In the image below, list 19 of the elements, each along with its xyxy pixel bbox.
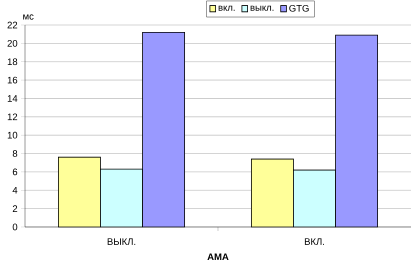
y-tick-label: 10 xyxy=(8,132,18,139)
legend-label: GTG xyxy=(289,4,309,12)
y-tick-label: 20 xyxy=(8,40,18,47)
y-tick-label: 14 xyxy=(8,95,18,102)
y-tick-label: 0 xyxy=(12,224,18,230)
y-tick-label: 22 xyxy=(8,22,18,28)
y-tick-label: 18 xyxy=(8,58,18,66)
y-tick-label: 2 xyxy=(12,205,18,212)
y-tick-label: 16 xyxy=(8,76,18,84)
y-axis-title: мс xyxy=(23,14,34,20)
legend-label: вкл. xyxy=(218,6,235,11)
y-tick-label: 8 xyxy=(12,150,18,157)
x-tick-label: ВЫКЛ. xyxy=(108,238,136,245)
y-tick-label: 6 xyxy=(12,168,18,176)
y-tick-label: 12 xyxy=(8,113,18,120)
legend-label: выкл. xyxy=(250,6,274,11)
x-tick-label: ВКЛ. xyxy=(304,238,324,245)
x-axis-title: AMA xyxy=(207,253,229,260)
y-tick-label: 4 xyxy=(12,186,18,194)
